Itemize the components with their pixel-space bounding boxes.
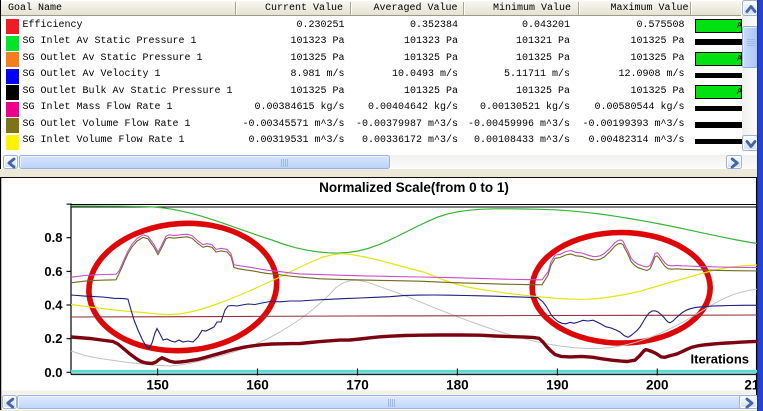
svg-text:190: 190 xyxy=(546,378,569,393)
svg-text:0.2: 0.2 xyxy=(44,331,62,346)
svg-text:180: 180 xyxy=(446,378,469,393)
svg-text:0.4: 0.4 xyxy=(44,298,63,313)
svg-text:Normalized Scale(from 0 to 1): Normalized Scale(from 0 to 1) xyxy=(319,180,509,195)
svg-text:160: 160 xyxy=(246,378,269,393)
svg-text:Iterations: Iterations xyxy=(691,352,750,367)
svg-text:0.6: 0.6 xyxy=(44,264,62,279)
svg-text:200: 200 xyxy=(646,378,669,393)
svg-text:0.0: 0.0 xyxy=(44,365,62,380)
svg-text:150: 150 xyxy=(146,378,169,393)
svg-text:0.8: 0.8 xyxy=(44,230,62,245)
svg-text:170: 170 xyxy=(346,378,369,393)
